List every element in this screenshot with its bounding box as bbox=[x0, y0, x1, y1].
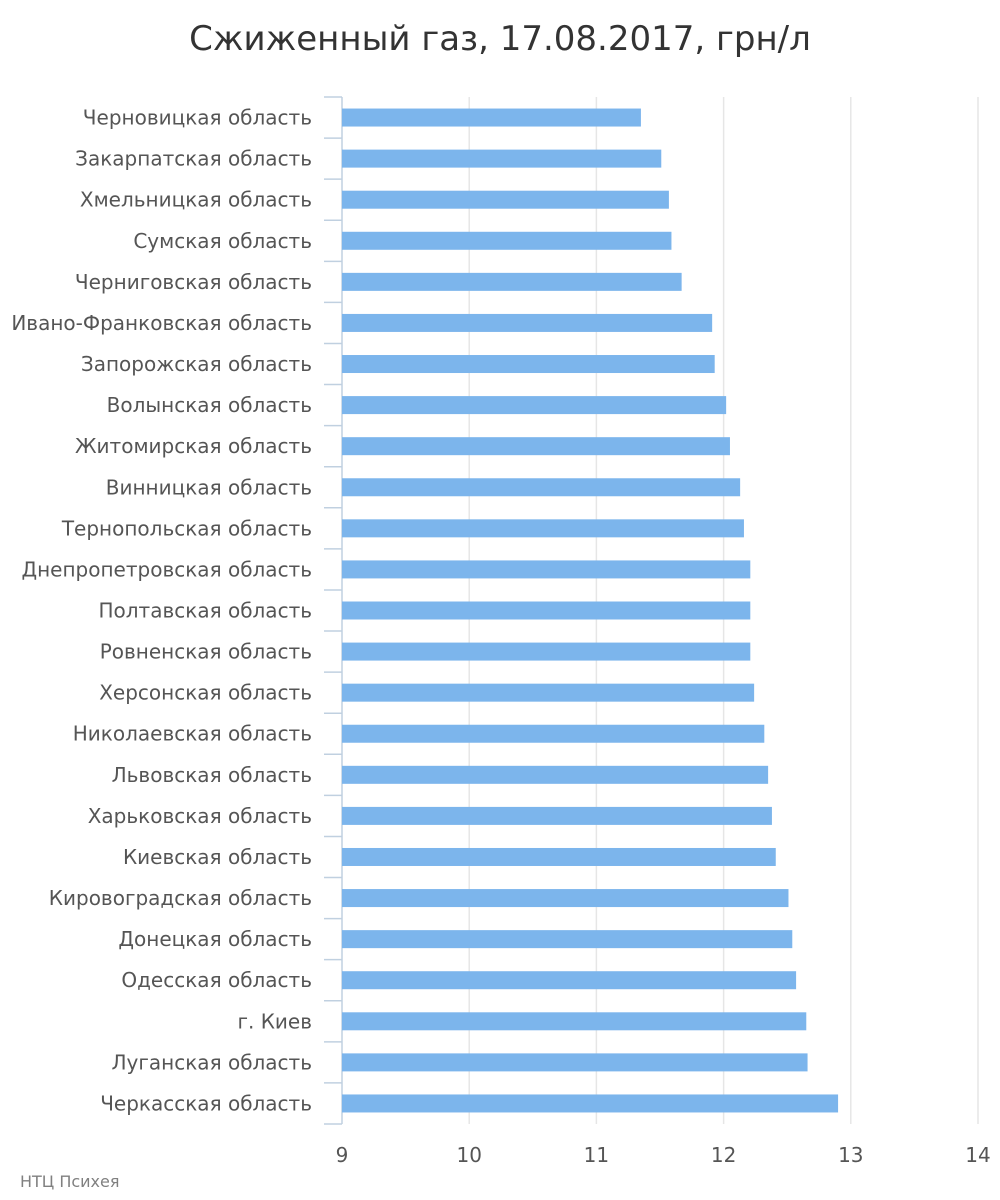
category-label: Ровненская область bbox=[100, 640, 312, 664]
category-label: Днепропетровская область bbox=[21, 557, 312, 581]
bar bbox=[342, 313, 713, 332]
bar bbox=[342, 437, 730, 456]
bar bbox=[342, 1012, 807, 1031]
category-label: Киевская область bbox=[123, 845, 312, 869]
bar bbox=[342, 765, 769, 784]
category-labels: Черновицкая область Закарпатская область Х… bbox=[11, 106, 312, 1116]
bar bbox=[342, 1094, 839, 1113]
x-tick-label: 13 bbox=[838, 1143, 863, 1167]
x-tick-label: 11 bbox=[584, 1143, 609, 1167]
category-label: Донецкая область bbox=[118, 927, 312, 951]
category-label: Винницкая область bbox=[106, 475, 312, 499]
bar bbox=[342, 272, 682, 291]
bar bbox=[342, 560, 751, 579]
category-label: Харьковская область bbox=[88, 804, 312, 828]
category-label: Хмельницкая область bbox=[80, 188, 312, 212]
category-label: Волынская область bbox=[107, 393, 312, 417]
bar bbox=[342, 519, 744, 538]
bar bbox=[342, 1053, 808, 1072]
bar bbox=[342, 231, 672, 250]
x-tick-label: 12 bbox=[711, 1143, 736, 1167]
category-label: г. Киев bbox=[237, 1009, 312, 1033]
bar bbox=[342, 190, 669, 209]
bars bbox=[342, 108, 839, 1113]
bar bbox=[342, 396, 727, 415]
category-label: Луганская область bbox=[112, 1050, 312, 1074]
category-label: Полтавская область bbox=[98, 599, 312, 623]
bar bbox=[342, 930, 793, 949]
x-tick-label: 14 bbox=[965, 1143, 990, 1167]
category-label: Ивано-Франковская область bbox=[11, 311, 312, 335]
category-label: Черкасская область bbox=[100, 1091, 312, 1115]
bar bbox=[342, 108, 641, 127]
bar bbox=[342, 683, 755, 702]
bar bbox=[342, 355, 715, 374]
source-credit: НТЦ Психея bbox=[20, 1172, 120, 1191]
x-tick-label: 10 bbox=[456, 1143, 481, 1167]
category-label: Закарпатская область bbox=[75, 147, 312, 171]
x-tick-label: 9 bbox=[336, 1143, 349, 1167]
bar bbox=[342, 601, 751, 620]
category-label: Черниговская область bbox=[75, 270, 312, 294]
bar bbox=[342, 642, 751, 661]
bar bbox=[342, 724, 765, 743]
bar bbox=[342, 889, 789, 908]
chart-title: Сжиженный газ, 17.08.2017, грн/л bbox=[189, 19, 811, 59]
category-label: Тернопольская область bbox=[61, 516, 312, 540]
category-label: Запорожская область bbox=[81, 352, 312, 376]
category-label: Черновицкая область bbox=[83, 106, 312, 130]
category-label: Херсонская область bbox=[99, 681, 312, 705]
category-axis bbox=[324, 96, 343, 1125]
bar bbox=[342, 478, 741, 497]
category-label: Львовская область bbox=[112, 763, 312, 787]
value-axis-labels: 9 10 11 12 13 14 bbox=[336, 1143, 991, 1167]
category-label: Николаевская область bbox=[73, 722, 312, 746]
bar bbox=[342, 971, 797, 990]
category-label: Сумская область bbox=[133, 229, 312, 253]
category-label: Житомирская область bbox=[75, 434, 312, 458]
bar bbox=[342, 806, 772, 825]
bar bbox=[342, 847, 776, 866]
bar bbox=[342, 149, 662, 168]
category-label: Кировоградская область bbox=[49, 886, 312, 910]
category-label: Одесская область bbox=[121, 968, 312, 992]
